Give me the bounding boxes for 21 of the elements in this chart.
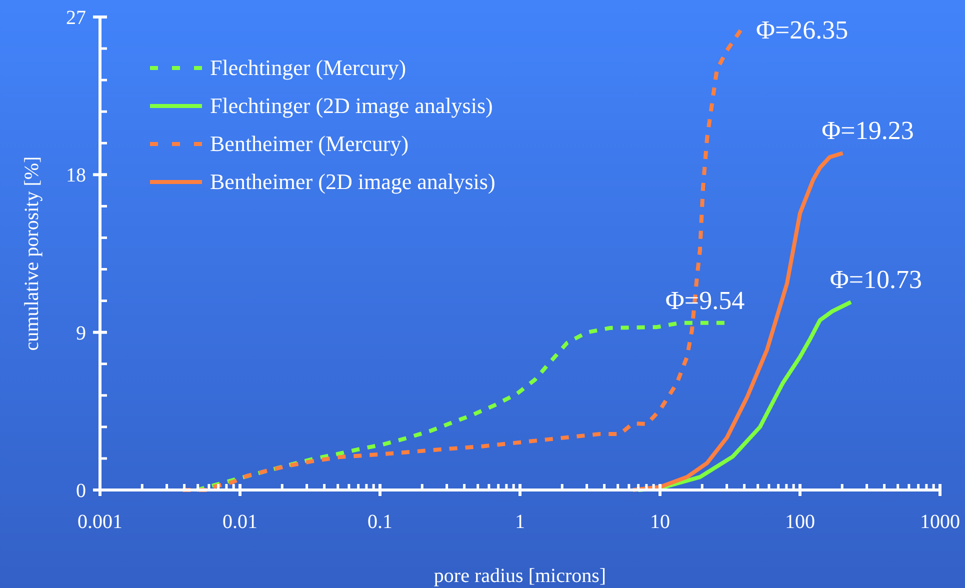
x-tick-label: 100 [785, 511, 815, 533]
annotation: Φ=19.23 [822, 116, 914, 146]
y-tick-label: 0 [76, 480, 86, 502]
x-tick-label: 1000 [920, 511, 960, 533]
annotation: Φ=26.35 [756, 15, 848, 44]
x-tick-label: 0.01 [222, 511, 258, 533]
y-tick-label: 9 [76, 322, 86, 344]
x-tick-label: 0.1 [368, 511, 392, 533]
x-tick-label: 10 [650, 511, 670, 533]
annotation: Φ=9.54 [665, 286, 745, 315]
annotation: Φ=10.73 [830, 265, 922, 294]
legend-label: Flechtinger (2D image analysis) [210, 93, 493, 118]
x-tick-label: 1 [515, 511, 525, 533]
y-axis-title: cumulative porosity [%] [21, 156, 43, 351]
legend-label: Bentheimer (2D image analysis) [210, 169, 496, 194]
legend-label: Flechtinger (Mercury) [210, 55, 406, 80]
y-tick-label: 18 [66, 164, 86, 187]
x-axis-title: pore radius [microns] [434, 565, 606, 587]
legend-label: Bentheimer (Mercury) [210, 131, 409, 156]
y-tick-label: 27 [66, 7, 86, 29]
x-tick-label: 0.001 [78, 511, 122, 533]
